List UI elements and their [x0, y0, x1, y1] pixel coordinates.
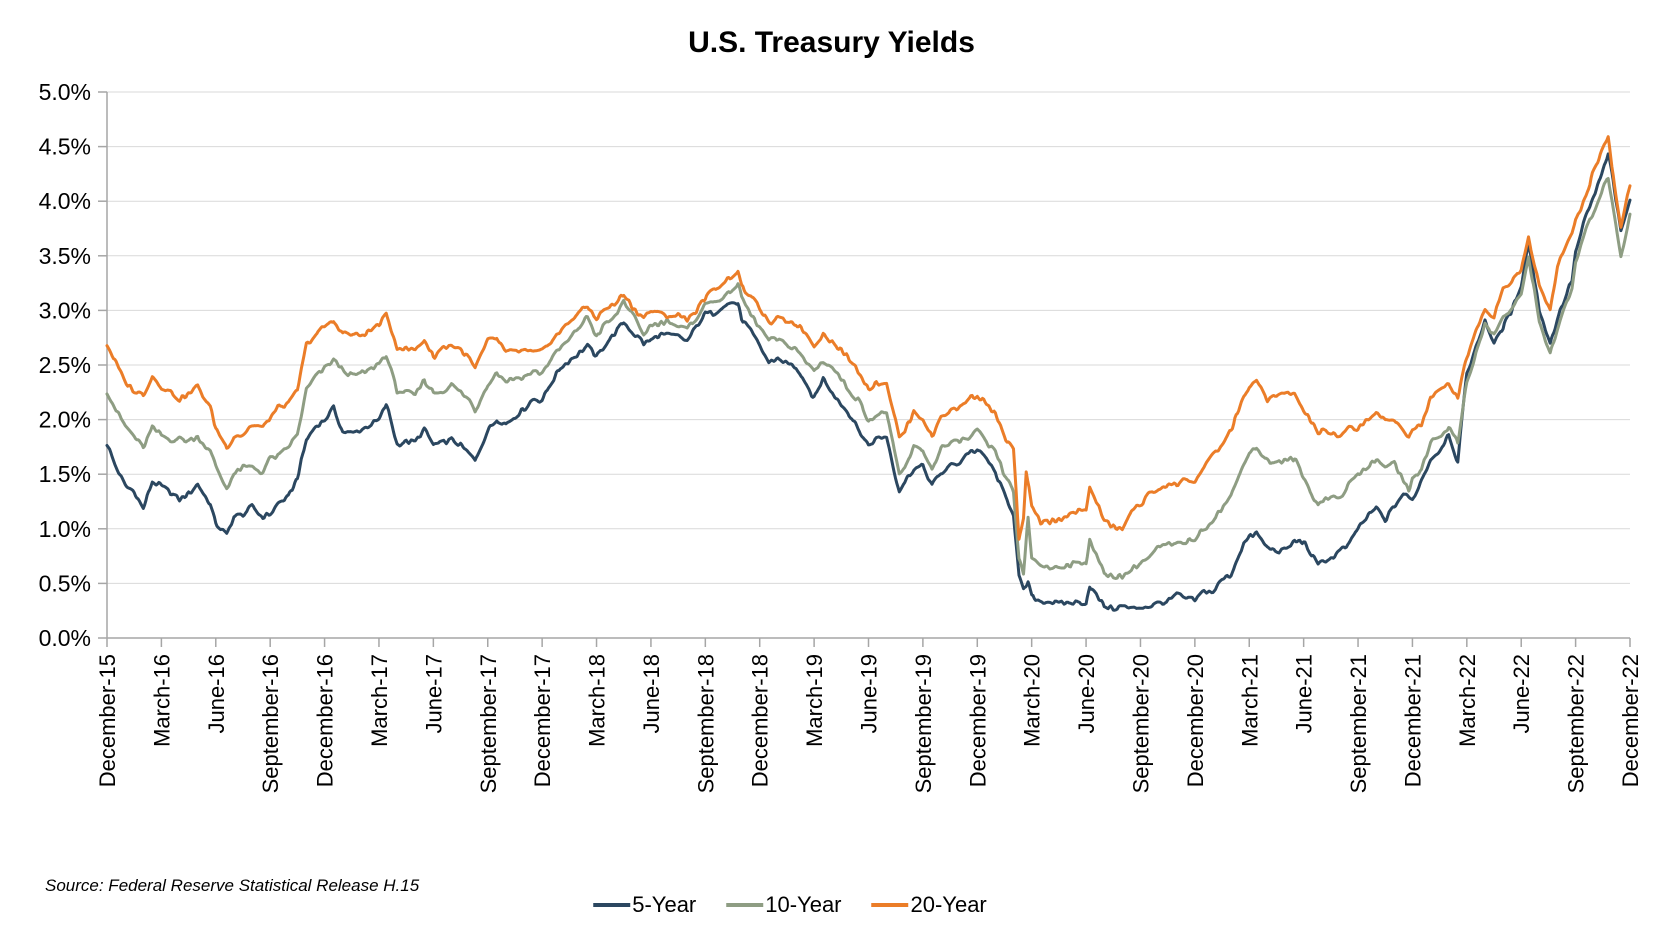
x-axis-label: March-17 — [367, 654, 392, 747]
x-axis-label: September-16 — [258, 654, 283, 793]
legend-item-10-year: 10-Year — [726, 892, 842, 918]
legend-line-swatch-10-year — [726, 903, 764, 907]
y-axis-label: 2.0% — [39, 407, 91, 433]
legend-line-swatch-5-year — [593, 903, 631, 907]
x-axis-label: September-20 — [1128, 654, 1153, 793]
x-axis-label: December-19 — [965, 654, 990, 787]
y-axis: 5.0% 4.5% 4.0% 3.5% 3.0% 2.5% 2.0% 1.5% 1.0% 0.5%… — [39, 79, 107, 651]
x-axis-label: March-21 — [1237, 654, 1262, 747]
series-line-10-year — [105, 177, 1632, 580]
legend-item-5-year: 5-Year — [593, 892, 696, 918]
x-axis-label: December-15 — [95, 654, 120, 787]
legend-item-20-year: 20-Year — [871, 892, 987, 918]
y-axis-label: 4.0% — [39, 188, 91, 214]
x-axis-label: September-17 — [476, 654, 501, 793]
legend-label-20-year: 20-Year — [910, 892, 987, 917]
x-axis-label: March-18 — [585, 654, 610, 747]
source-note: Source: Federal Reserve Statistical Rele… — [45, 876, 420, 895]
y-axis-label: 1.5% — [39, 461, 91, 487]
x-axis-label: June-19 — [857, 654, 882, 734]
y-axis-label: 3.5% — [39, 243, 91, 269]
x-axis-label: December-21 — [1400, 654, 1425, 787]
series-line-5-year — [105, 152, 1632, 612]
x-axis-label: March-16 — [149, 654, 174, 747]
chart-title: U.S. Treasury Yields — [688, 26, 975, 59]
y-axis-label: 0.0% — [39, 625, 91, 651]
x-axis-label: December-17 — [530, 654, 555, 787]
y-axis-label: 0.5% — [39, 570, 91, 596]
x-axis-label: December-20 — [1183, 654, 1208, 787]
x-axis-label: June-21 — [1292, 654, 1317, 734]
x-axis: December-15 March-16 June-16 September-16 De… — [95, 638, 1643, 793]
gridlines — [107, 91, 1630, 584]
y-axis-label: 2.5% — [39, 352, 91, 378]
legend-label-10-year: 10-Year — [765, 892, 842, 917]
y-axis-label: 3.0% — [39, 297, 91, 323]
x-axis-label: March-20 — [1020, 654, 1045, 747]
series-line-20-year — [105, 135, 1632, 541]
x-axis-label: September-19 — [911, 654, 936, 793]
x-axis-label: June-18 — [639, 654, 664, 734]
legend-line-swatch-20-year — [871, 903, 909, 907]
y-axis-label: 5.0% — [39, 79, 91, 105]
x-axis-label: June-16 — [204, 654, 229, 734]
x-axis-label: September-18 — [693, 654, 718, 793]
legend: 5-Year 10-Year 20-Year — [593, 892, 987, 918]
legend-label-5-year: 5-Year — [632, 892, 697, 917]
x-axis-label: December-16 — [313, 654, 338, 787]
y-axis-label: 1.0% — [39, 516, 91, 542]
x-axis-label: September-21 — [1346, 654, 1371, 793]
y-axis-label: 4.5% — [39, 134, 91, 160]
x-axis-label: June-20 — [1074, 654, 1099, 734]
x-axis-label: March-22 — [1455, 654, 1480, 747]
x-axis-label: June-17 — [421, 654, 446, 734]
x-axis-label: December-18 — [748, 654, 773, 787]
x-axis-label: June-22 — [1509, 654, 1534, 734]
x-axis-label: March-19 — [802, 654, 827, 747]
x-axis-label: September-22 — [1564, 654, 1589, 793]
x-axis-label: December-22 — [1618, 654, 1643, 787]
